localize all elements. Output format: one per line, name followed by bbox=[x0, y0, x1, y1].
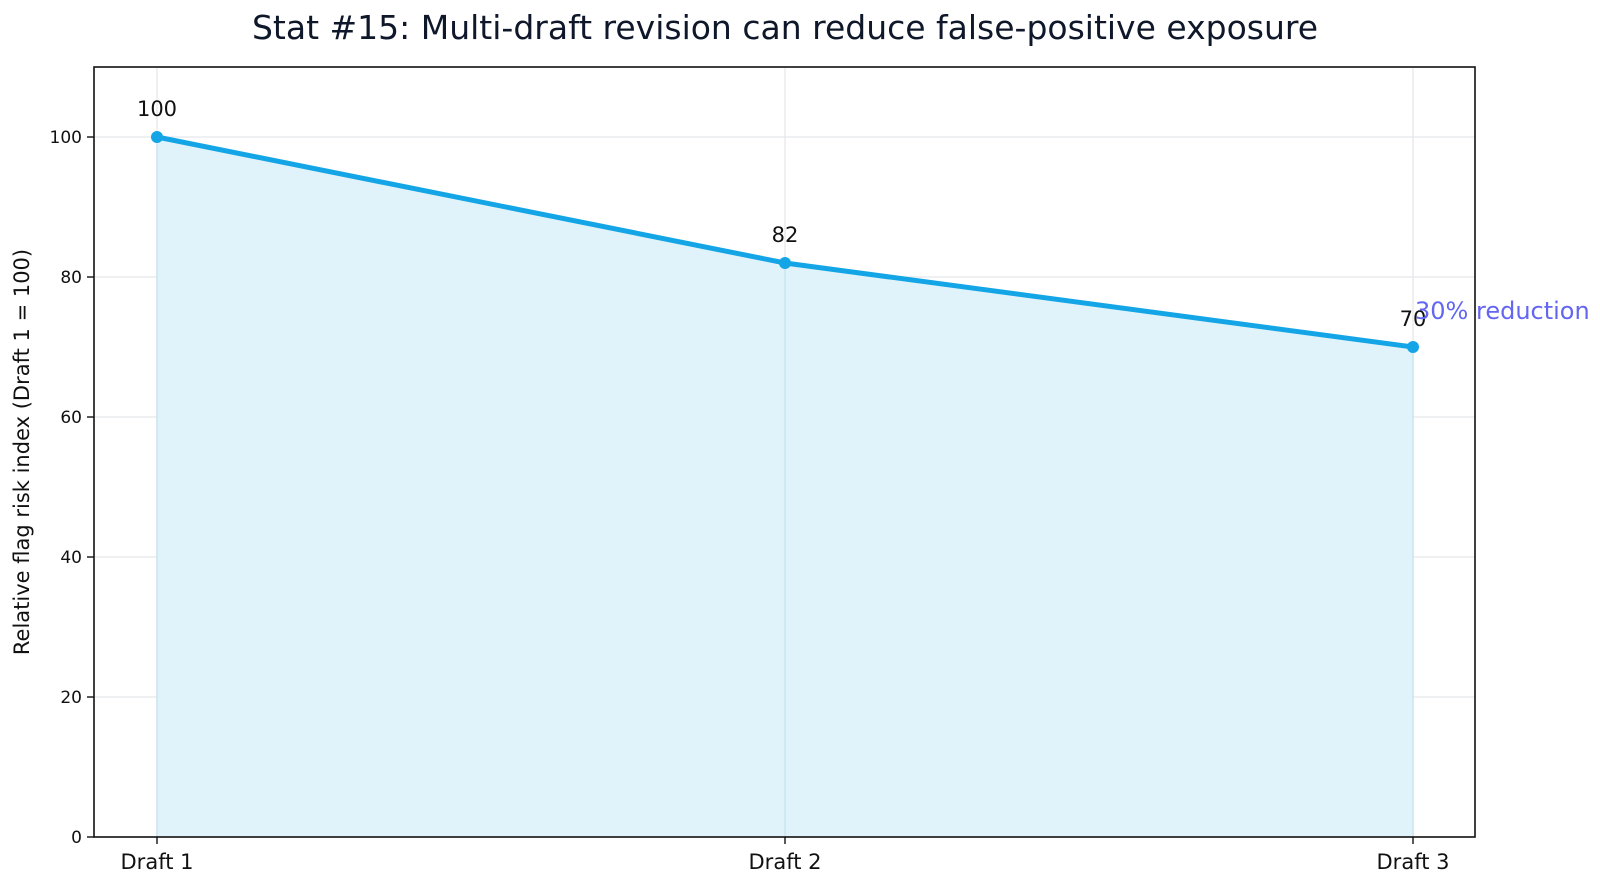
reduction-annotation: 30% reduction bbox=[1415, 297, 1590, 325]
y-tick-label: 20 bbox=[60, 688, 82, 708]
y-tick-label: 100 bbox=[50, 128, 82, 148]
data-label: 70 bbox=[1400, 307, 1427, 331]
y-tick-label: 80 bbox=[60, 268, 82, 288]
y-axis-label: Relative flag risk index (Draft 1 = 100) bbox=[10, 249, 34, 655]
data-points bbox=[151, 131, 1419, 353]
data-point bbox=[1407, 341, 1419, 353]
category-drop-lines bbox=[156, 137, 1414, 837]
y-tick-label: 40 bbox=[60, 548, 82, 568]
x-axis: Draft 1 Draft 2 Draft 3 bbox=[121, 837, 1450, 874]
y-tick-label: 60 bbox=[60, 408, 82, 428]
x-tick-label: Draft 2 bbox=[749, 850, 822, 874]
x-tick-label: Draft 3 bbox=[1377, 850, 1450, 874]
data-point bbox=[151, 131, 163, 143]
data-labels: 100 82 70 bbox=[137, 97, 1426, 331]
y-axis: 0 20 40 60 80 100 bbox=[50, 128, 94, 848]
data-label: 82 bbox=[772, 223, 799, 247]
y-tick-label: 0 bbox=[71, 828, 82, 848]
x-tick-label: Draft 1 bbox=[121, 850, 194, 874]
data-label: 100 bbox=[137, 97, 177, 121]
data-point bbox=[779, 257, 791, 269]
chart-title: Stat #15: Multi-draft revision can reduc… bbox=[252, 8, 1318, 47]
